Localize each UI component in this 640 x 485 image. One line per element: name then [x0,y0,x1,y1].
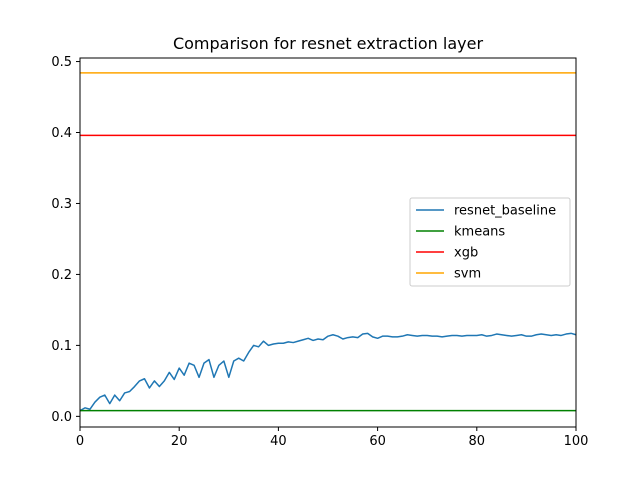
x-tick-label: 60 [369,434,386,449]
y-tick-label: 0.0 [51,410,72,425]
x-tick-label: 0 [76,434,84,449]
axes-frame [79,57,577,428]
y-tick-label: 0.1 [51,339,72,354]
series-line-resnet-baseline [79,332,577,412]
x-tick-label: 20 [171,434,188,449]
legend-label-resnet-baseline: resnet_baseline [454,204,556,219]
y-tick-label: 0.3 [51,197,72,212]
legend-label-xgb: xgb [454,246,478,261]
legend-label-svm: svm [454,267,481,282]
x-tick-label: 80 [469,434,486,449]
plot-area [79,72,577,412]
legend-label-kmeans: kmeans [454,225,505,240]
y-tick-label: 0.4 [51,126,72,141]
y-tick-label: 0.5 [51,55,72,70]
legend-box [409,197,571,287]
axes: 0 20 40 60 80 100 0.0 0.1 0.2 0.3 0.4 0.5 [51,55,588,449]
chart-title: Comparison for resnet extraction layer [173,34,484,53]
x-tick-label: 100 [564,434,589,449]
y-tick-label: 0.2 [51,268,72,283]
x-tick-label: 40 [270,434,287,449]
